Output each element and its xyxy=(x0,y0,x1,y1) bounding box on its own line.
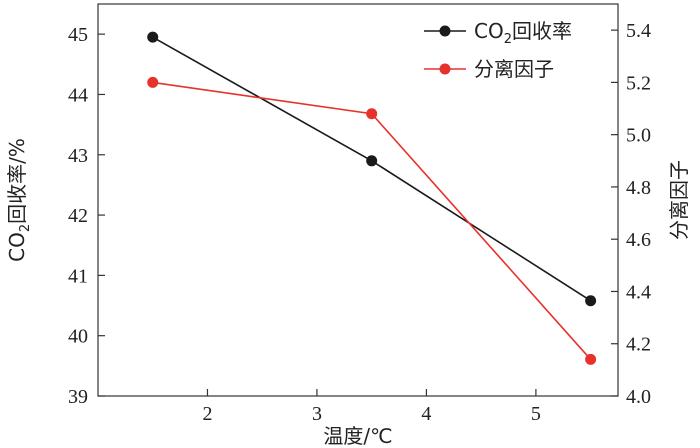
right-y-tick-label: 4.6 xyxy=(626,229,651,251)
left-y-tick-label: 44 xyxy=(68,84,88,106)
legend-item-co2-recovery: CO2回收率 xyxy=(424,19,572,47)
right-y-tick-label: 4.0 xyxy=(626,386,651,408)
left-y-tick-label: 40 xyxy=(68,326,88,348)
x-axis-label: 温度/℃ xyxy=(323,424,392,448)
right-y-tick-label: 5.4 xyxy=(626,20,651,42)
right-y-axis-label: 分离因子 xyxy=(667,160,691,240)
plot-frame xyxy=(97,3,619,397)
legend-subscript: 2 xyxy=(504,32,512,47)
series-0-point xyxy=(366,155,378,167)
x-tick-label: 5 xyxy=(531,403,541,425)
left-y-tick-label: 39 xyxy=(68,386,88,408)
left-y-label-rest: 回收率/% xyxy=(5,138,29,224)
series-0-point xyxy=(585,295,597,307)
series-1-point xyxy=(585,353,597,365)
series-layer xyxy=(147,31,597,365)
x-tick-label: 3 xyxy=(312,403,322,425)
x-tick-label: 4 xyxy=(421,403,431,425)
left-y-tick-label: 43 xyxy=(68,145,88,167)
right-y-tick-label: 5.2 xyxy=(626,72,651,94)
left-y-label-subscript: 2 xyxy=(18,224,33,232)
legend-co: CO xyxy=(474,19,504,43)
series-0-point xyxy=(147,31,159,43)
legend-marker-co2-recovery xyxy=(439,25,451,37)
series-line-1 xyxy=(152,81,592,360)
legend-label-co2-recovery: CO2回收率 xyxy=(474,19,572,47)
legend: CO2回收率 分离因子 xyxy=(424,19,572,81)
legend-rest: 回收率 xyxy=(512,19,572,43)
left-y-axis-label: CO2回收率/% xyxy=(5,138,33,262)
right-y-tick-label: 4.4 xyxy=(626,281,651,303)
series-1-point xyxy=(366,108,378,120)
series-1-point xyxy=(147,76,159,88)
right-y-tick-label: 4.8 xyxy=(626,177,651,199)
left-y-tick-label: 42 xyxy=(68,205,88,227)
right-y-axis-ticks: 4.0 4.2 4.4 4.6 4.8 5.0 5.2 5.4 xyxy=(611,20,651,408)
x-axis-ticks: 2 3 4 5 xyxy=(202,389,541,425)
right-y-tick-label: 4.2 xyxy=(626,334,651,356)
left-y-tick-label: 45 xyxy=(68,24,88,46)
legend-marker-separation-factor xyxy=(439,63,451,75)
left-y-label-co: CO xyxy=(5,232,29,262)
x-tick-label: 2 xyxy=(202,403,212,425)
left-y-axis-ticks: 39 40 41 42 43 44 45 xyxy=(68,24,105,408)
right-y-tick-label: 5.0 xyxy=(626,125,651,147)
legend-item-separation-factor: 分离因子 xyxy=(424,57,554,81)
left-y-tick-label: 41 xyxy=(68,265,88,287)
legend-label-separation-factor: 分离因子 xyxy=(474,57,554,81)
